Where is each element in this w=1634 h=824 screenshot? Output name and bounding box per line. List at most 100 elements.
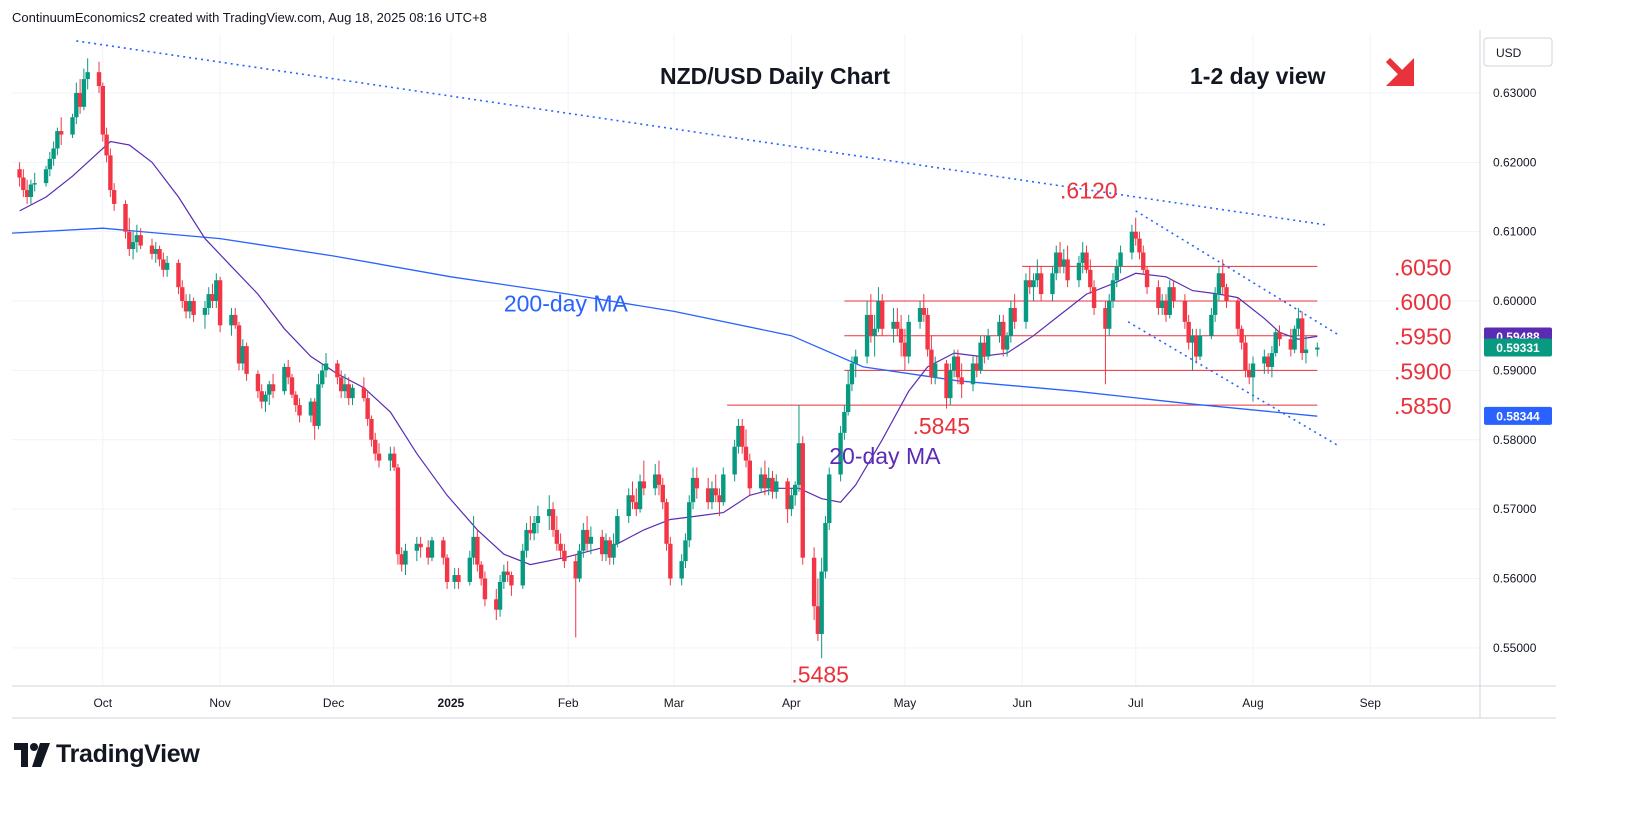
candle [611, 533, 616, 565]
candle-body [240, 346, 245, 364]
candle-body [180, 287, 185, 302]
candle [236, 321, 242, 371]
candle [138, 228, 143, 250]
candle-body [308, 401, 314, 416]
candle [1129, 224, 1135, 260]
candle [17, 162, 22, 187]
candle [1008, 301, 1014, 343]
candle-body [1004, 335, 1010, 350]
candle [880, 294, 885, 336]
candle [70, 113, 75, 139]
candle [1163, 294, 1169, 322]
candle [467, 550, 473, 586]
candle [1247, 363, 1252, 385]
price-badge-bg [1484, 406, 1552, 425]
candle [709, 481, 715, 510]
candle-body [149, 245, 155, 254]
candle [845, 370, 851, 416]
candle-body [978, 342, 983, 371]
candle-body [1012, 307, 1017, 322]
candle-body [997, 321, 1002, 336]
candle [180, 280, 185, 308]
candle-body [637, 481, 643, 510]
candle-body [429, 540, 435, 558]
candle [577, 543, 582, 582]
candle-body [562, 550, 567, 562]
candle [637, 474, 643, 513]
candle-body [970, 363, 976, 385]
candle [308, 398, 314, 423]
candle [1110, 273, 1116, 308]
candle-body [554, 529, 560, 544]
candle [815, 578, 821, 641]
candle [690, 467, 696, 510]
candle-body [1107, 301, 1112, 329]
candle-body [263, 394, 268, 402]
candle [183, 294, 189, 319]
candle [864, 301, 870, 364]
candle-body [51, 148, 56, 159]
candle-body [335, 363, 340, 378]
candle [668, 536, 673, 586]
candle [418, 536, 423, 558]
candle-body [323, 363, 329, 371]
tradingview-logo[interactable]: TradingView [14, 740, 200, 769]
candle [743, 429, 749, 468]
candle [849, 356, 855, 392]
candle-body [259, 391, 264, 402]
candle-body [509, 575, 514, 586]
candle-body [1197, 335, 1203, 357]
candle [134, 224, 140, 253]
candle-body [47, 158, 53, 170]
candle [441, 536, 446, 565]
candle [607, 536, 612, 565]
candle-body [338, 377, 344, 392]
candle [1137, 231, 1142, 260]
candle-body [1118, 252, 1123, 267]
candle [1023, 273, 1029, 329]
candle-body [123, 203, 128, 232]
chart-annotation: 200-day MA [504, 290, 629, 316]
candle [664, 498, 669, 551]
candle-body [891, 321, 896, 329]
candle-body [1235, 301, 1241, 329]
y-tick-label: 0.63000 [1493, 86, 1537, 100]
candle [868, 294, 874, 343]
candle-body [842, 412, 847, 433]
candle-body [77, 92, 83, 107]
candle-body [603, 540, 609, 555]
candle [100, 82, 106, 142]
candle [1243, 335, 1248, 378]
candle [630, 481, 635, 510]
candle-body [652, 474, 658, 489]
candle-body [758, 474, 764, 489]
candle-body [1103, 307, 1108, 329]
candle-body [634, 502, 639, 510]
candle-body [157, 249, 162, 260]
candle-body [1057, 252, 1063, 267]
candle [584, 516, 590, 551]
candle [895, 307, 900, 336]
candle [656, 460, 662, 496]
candle-body [369, 418, 374, 440]
candle-body [236, 325, 242, 364]
candle [263, 391, 268, 413]
candle [395, 464, 401, 565]
ma200-layer [11, 227, 1318, 417]
candle-body [774, 481, 779, 492]
candle [1224, 283, 1229, 308]
candle [1084, 245, 1089, 274]
candle-body [547, 509, 552, 517]
candle [634, 488, 639, 517]
candle [713, 474, 718, 503]
currency-badge [1483, 37, 1553, 67]
ma200-line [11, 227, 1318, 417]
candle-body [289, 377, 295, 395]
candle-body [584, 529, 590, 544]
candle [403, 543, 408, 576]
candle-body [24, 190, 30, 197]
candle-body [573, 561, 578, 579]
candle [161, 252, 166, 277]
candle-body [505, 571, 510, 576]
